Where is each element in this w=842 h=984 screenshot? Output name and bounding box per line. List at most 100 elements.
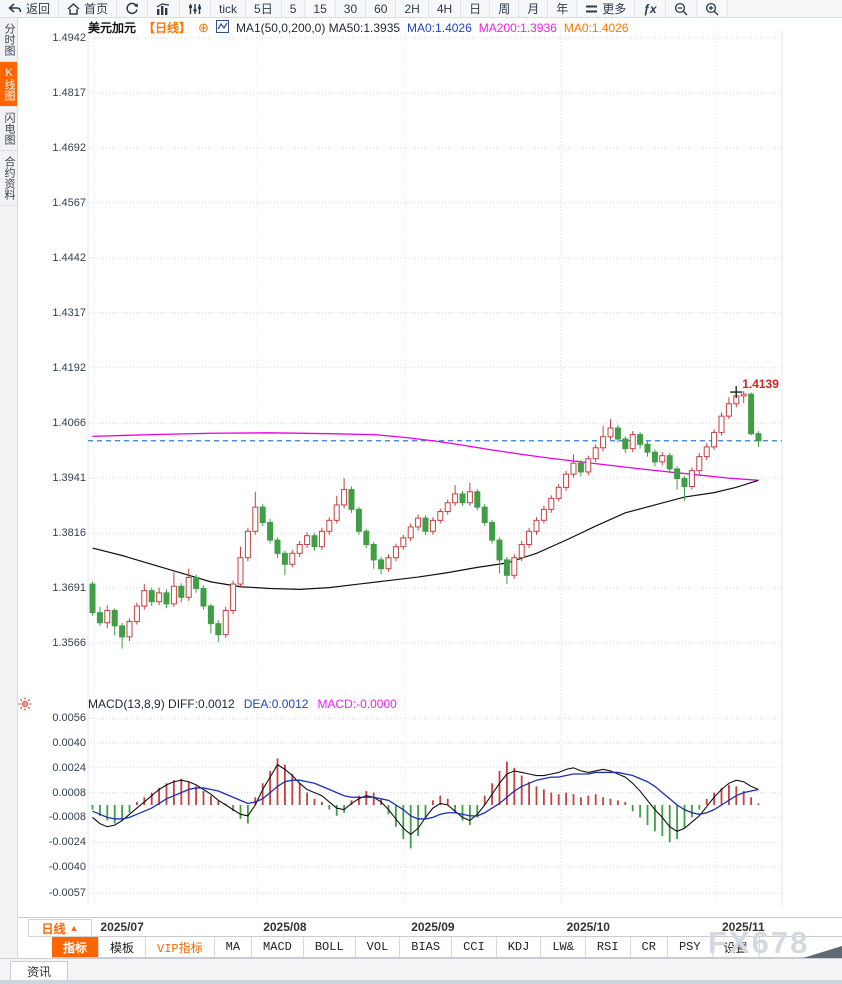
ma-mini-icon[interactable]: [215, 19, 229, 36]
toolbar-item-label: 5: [289, 1, 297, 16]
tab-MACD[interactable]: MACD: [252, 937, 304, 957]
macd-dea-line: [92, 771, 759, 820]
tab-VIP指标[interactable]: VIP指标: [146, 937, 215, 957]
macd-hist-readout: MACD:-0.0000: [317, 697, 397, 711]
toolbar-item-15[interactable]: 15: [305, 0, 336, 17]
toolbar-item-label: 日: [469, 2, 482, 16]
tab-CCI[interactable]: CCI: [452, 937, 497, 957]
tab-VOL[interactable]: VOL: [356, 937, 401, 957]
tab-BOLL[interactable]: BOLL: [304, 937, 356, 957]
time-axis-label: 2025/11: [722, 920, 765, 934]
toolbar-item-fx[interactable]: ƒx: [635, 0, 666, 17]
toolbar-item-5[interactable]: 5: [282, 0, 306, 17]
tab-BIAS[interactable]: BIAS: [400, 937, 453, 957]
add-indicator-icon[interactable]: ⊕: [198, 19, 209, 35]
macd-axis-label: -0.0008: [48, 811, 86, 824]
toolbar-item-首页[interactable]: 首页: [59, 0, 118, 17]
macd-layer: [91, 758, 760, 849]
cross-marker-layer: [730, 386, 743, 399]
tab-news[interactable]: 资讯: [10, 961, 68, 982]
fx-icon: ƒx: [643, 1, 657, 16]
price-axis-label: 1.3816: [52, 527, 86, 540]
indicator-tabbar: 指标 模板 VIP指标 MA MACD BOLL VOL BIAS CCI KDJ LW& RSI CR…: [52, 936, 842, 958]
grid-layer: [87, 30, 783, 905]
period-label: 【日线】: [143, 21, 192, 35]
tab-指标[interactable]: 指标: [52, 937, 100, 957]
tab-MA[interactable]: MA: [215, 937, 253, 957]
macd-axis-label: 0.0008: [52, 786, 86, 799]
tab-PSY[interactable]: PSY: [668, 937, 713, 957]
macd-axis-label: 0.0040: [52, 737, 86, 749]
macd-diff-line: [92, 763, 759, 836]
macd-axis-label: 0.0056: [52, 712, 86, 725]
sidebar-item-闪电图[interactable]: 闪电图: [0, 107, 17, 151]
tab-KDJ[interactable]: KDJ: [497, 937, 542, 957]
macd-axis-label: 0.0024: [52, 761, 86, 774]
toolbar-item-月[interactable]: 月: [519, 0, 549, 17]
macd-main-readout: MACD(13,8,9) DIFF:0.0012: [88, 697, 235, 711]
toolbar-item-日[interactable]: 日: [461, 0, 491, 17]
candles-layer: [89, 391, 762, 649]
price-axis-label: 1.3691: [52, 582, 86, 595]
toolbar-item-label: 周: [498, 2, 511, 16]
toolbar-item-bar-chart[interactable]: [148, 0, 181, 17]
toolbar-item-60[interactable]: 60: [366, 0, 397, 17]
symbol-name: 美元加元: [88, 21, 137, 35]
tab-模板[interactable]: 模板: [99, 937, 147, 957]
bar-chart-icon: [156, 2, 171, 15]
macd-dea-readout: DEA:0.0012: [243, 697, 309, 711]
toolbar-item-返回[interactable]: 返回: [0, 0, 60, 17]
toolbar-item-周[interactable]: 周: [490, 0, 520, 17]
toolbar-item-label: 30: [343, 1, 358, 16]
toolbar-item-sliders[interactable]: [180, 0, 212, 17]
toolbar-item-tick[interactable]: tick: [211, 0, 247, 17]
toolbar-item-label: 60: [374, 1, 388, 16]
sidebar-item-分时图[interactable]: 分时图: [0, 18, 17, 62]
toolbar-item-年[interactable]: 年: [548, 0, 578, 17]
toolbar-item-label: 4H: [436, 1, 453, 16]
toolbar-item-zoom-in[interactable]: [697, 0, 728, 17]
toolbar-item-refresh[interactable]: [117, 0, 149, 17]
ma200-readout: MA200:1.3936: [478, 20, 557, 35]
zoom-in-icon: [705, 2, 719, 16]
time-axis-label: 2025/10: [566, 920, 610, 934]
macd-axis-label: -0.0057: [48, 887, 86, 900]
toolbar-item-zoom-out[interactable]: [666, 0, 697, 17]
toolbar-item-label: tick: [219, 1, 238, 16]
time-axis-label: 2025/09: [411, 920, 455, 934]
tab-RSI[interactable]: RSI: [586, 937, 631, 957]
left-sidebar: 分时图 K线图 闪电图 合约资料: [0, 18, 18, 958]
toolbar-item-4H[interactable]: 4H: [429, 0, 462, 17]
top-toolbar: 返回 首页 tick 5日 5 15 30 60 2H 4H 日 周 月 年 更多 ƒx: [0, 0, 842, 18]
toolbar-item-label: 首页: [84, 2, 109, 16]
ma1-readout: MA1(50,0,200,0) MA50:1.3935: [235, 20, 401, 35]
ma200-line: [92, 432, 759, 481]
price-axis-label: 1.4192: [52, 361, 86, 374]
toolbar-item-5日[interactable]: 5日: [246, 0, 282, 17]
macd-settings-icon[interactable]: [18, 697, 32, 716]
ma0-orange-readout: MA0:1.4026: [563, 20, 629, 35]
refresh-icon: [125, 2, 139, 15]
price-axis-label: 1.4942: [52, 32, 86, 44]
toolbar-item-2H[interactable]: 2H: [396, 0, 429, 17]
tab-LW&[interactable]: LW&: [541, 937, 586, 957]
menu-icon: [585, 4, 598, 14]
high-price-tag: 1.4139: [742, 377, 779, 392]
chart-header: 美元加元 【日线】 ⊕ MA1(50,0,200,0) MA50:1.3935 …: [88, 19, 629, 36]
price-axis-label: 1.3566: [52, 637, 86, 649]
bottom-bar: [0, 958, 842, 982]
toolbar-item-label: 15: [313, 1, 327, 16]
toolbar-item-label: 2H: [404, 1, 420, 16]
price-axis-label: 1.4817: [52, 86, 86, 99]
sidebar-item-K线图[interactable]: K线图: [0, 62, 17, 107]
sidebar-item-合约资料[interactable]: 合约资料: [0, 151, 17, 206]
toolbar-item-30[interactable]: 30: [336, 0, 367, 17]
tab-CR[interactable]: CR: [631, 937, 668, 957]
tab-设置[interactable]: 设置: [713, 937, 760, 957]
toolbar-item-更多[interactable]: 更多: [577, 0, 636, 17]
toolbar-item-label: 年: [556, 2, 569, 16]
price-axis-label: 1.4567: [52, 196, 86, 209]
price-axis-label: 1.4317: [52, 306, 86, 319]
period-selector[interactable]: 日线 ▲: [28, 919, 92, 937]
